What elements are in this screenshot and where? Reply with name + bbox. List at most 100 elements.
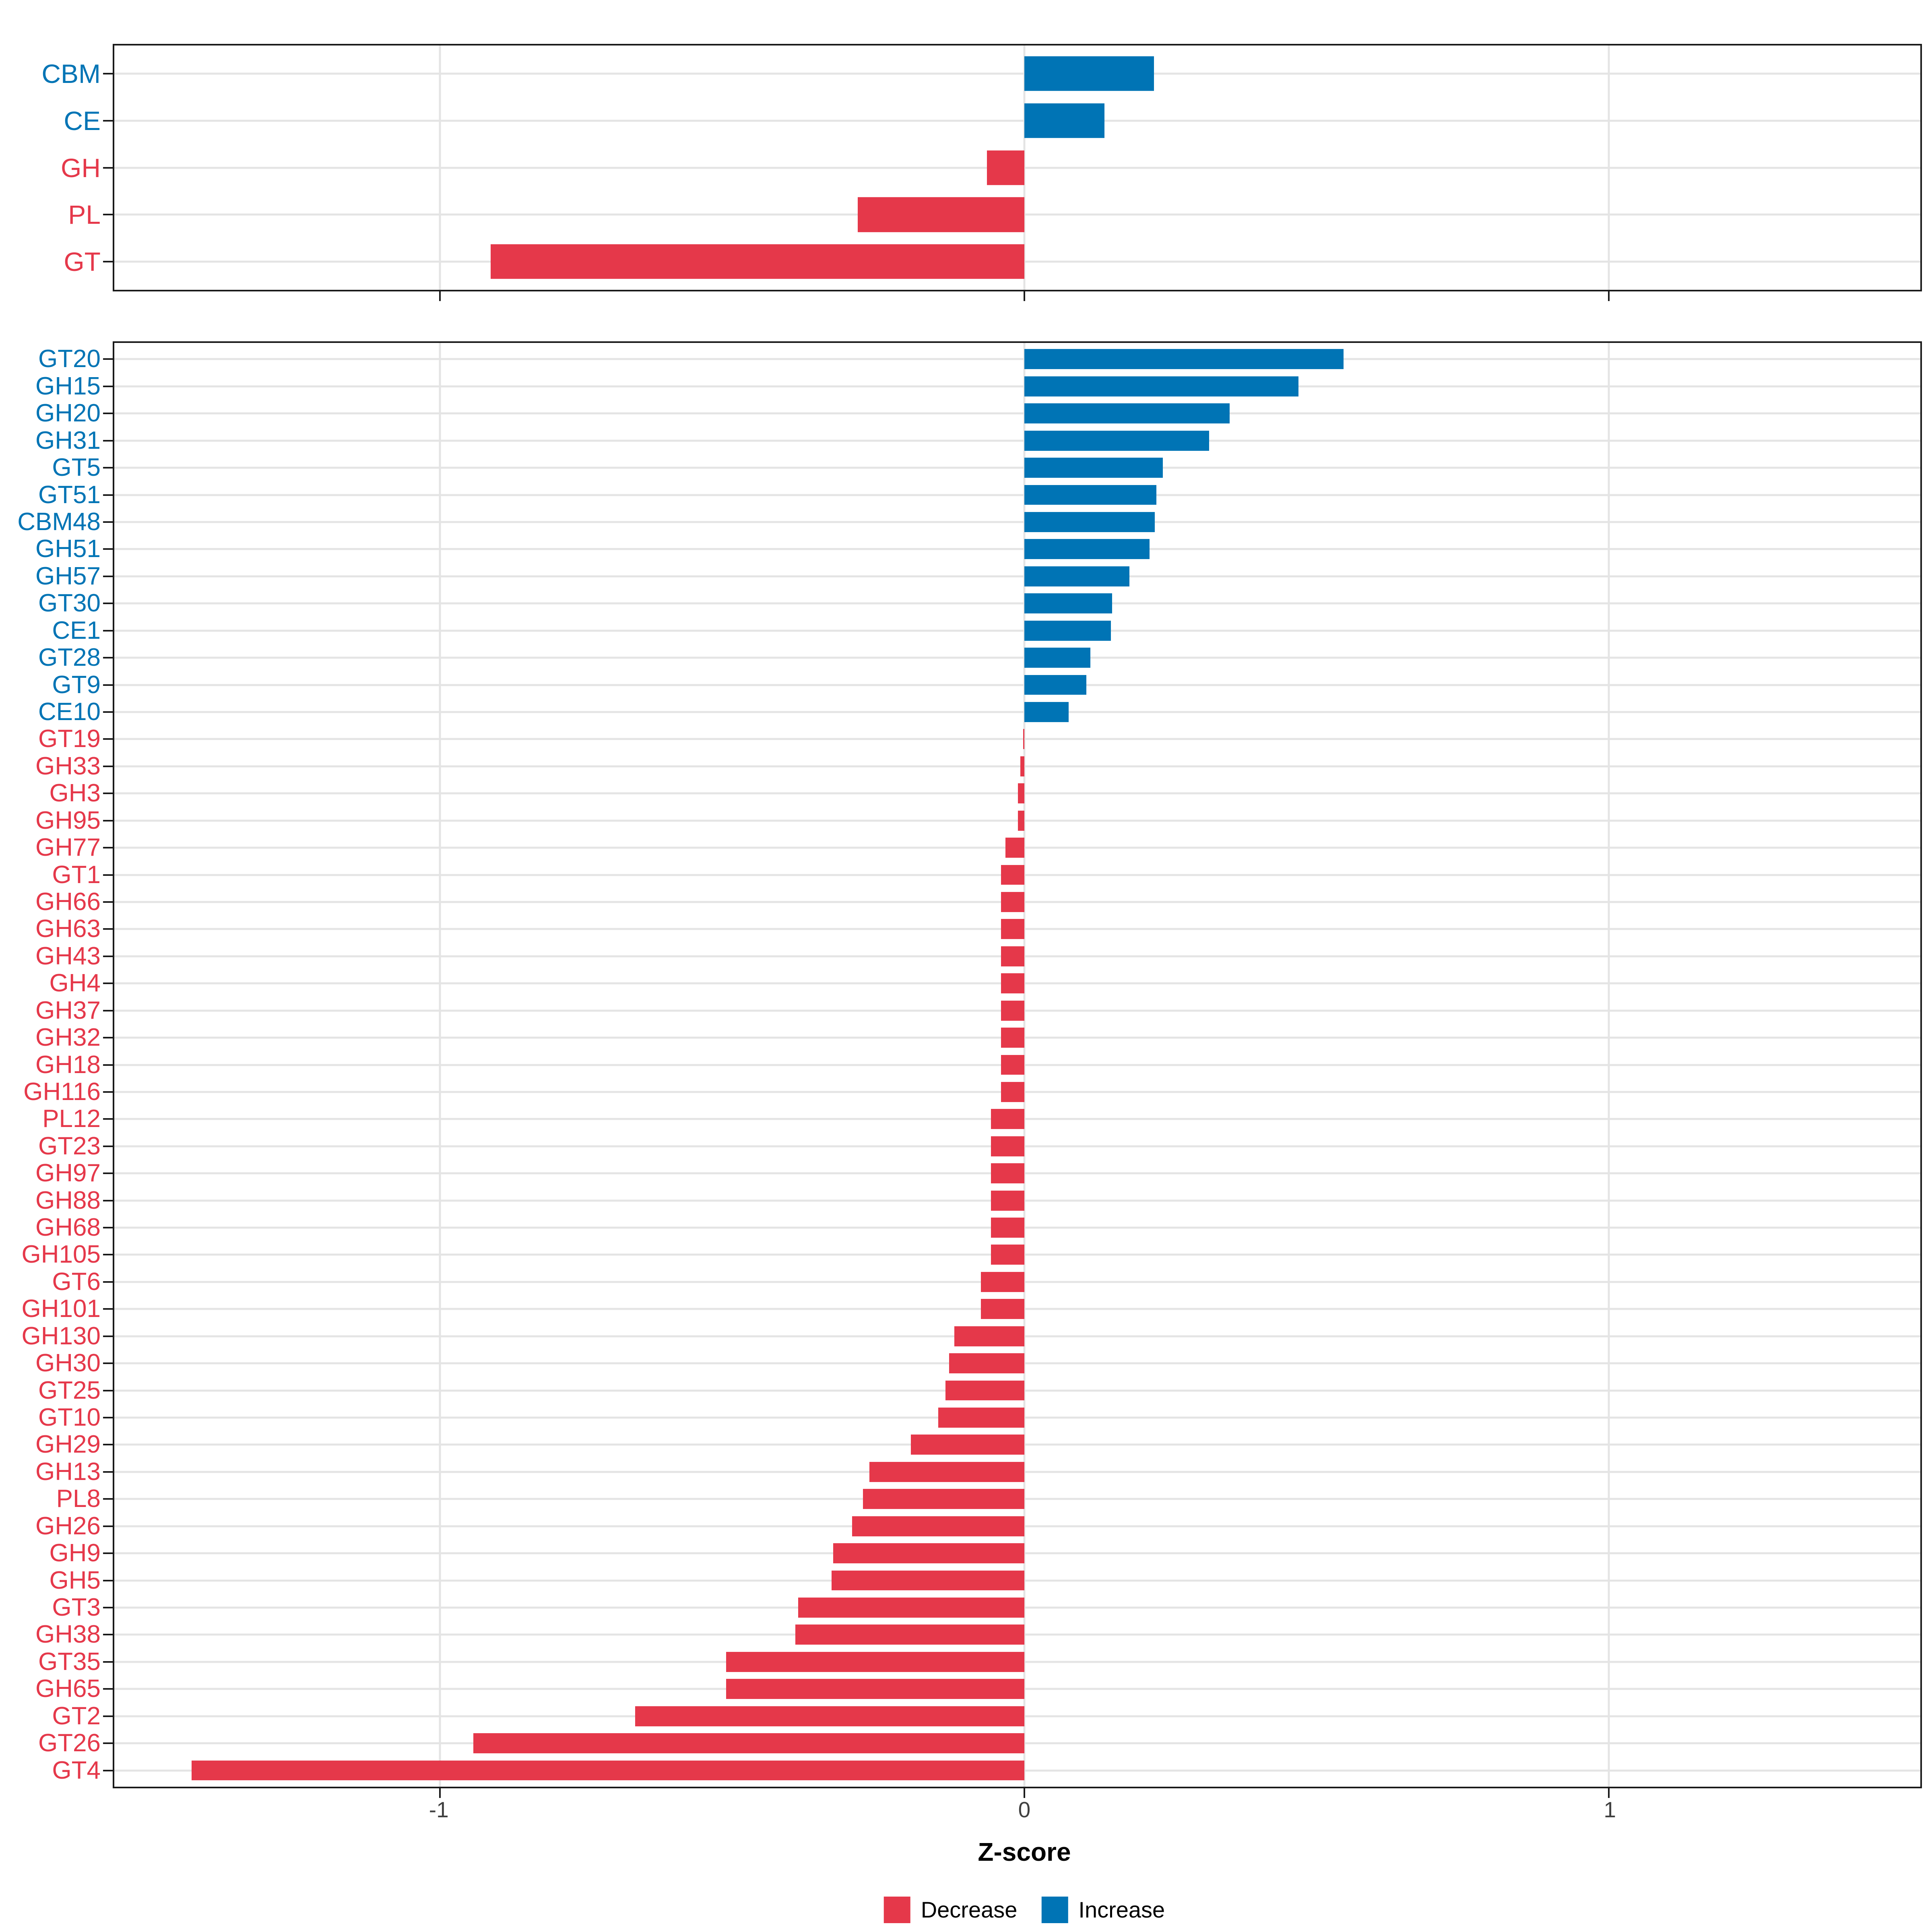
- y-axis-label-GT5: GT5: [52, 454, 101, 482]
- bar-GT23: [991, 1136, 1024, 1156]
- h-gridline: [114, 792, 1920, 795]
- y-axis-label-GH: GH: [61, 153, 101, 183]
- bar-GT9: [1024, 675, 1086, 695]
- y-axis-label-GT: GT: [64, 246, 101, 277]
- y-axis-tick: [103, 1064, 113, 1066]
- h-gridline: [114, 819, 1920, 822]
- bar-GT35: [726, 1651, 1024, 1672]
- y-axis-label-GH88: GH88: [35, 1186, 101, 1214]
- bar-GH130: [954, 1326, 1024, 1346]
- y-axis-label-GT19: GT19: [38, 725, 101, 753]
- x-axis-title: Z-score: [978, 1837, 1071, 1866]
- bar-GT2: [635, 1706, 1024, 1726]
- bar-GH95: [1018, 810, 1024, 831]
- bar-GH57: [1024, 566, 1130, 586]
- bar-PL: [858, 197, 1024, 232]
- h-gridline: [114, 72, 1920, 75]
- h-gridline: [114, 711, 1920, 713]
- bar-GH18: [1001, 1055, 1024, 1075]
- y-axis-tick: [103, 1525, 113, 1527]
- x-axis-tick-1: [1608, 1788, 1610, 1798]
- y-axis-tick: [103, 1769, 113, 1771]
- y-axis-tick: [103, 1606, 113, 1608]
- y-axis-tick: [103, 1281, 113, 1283]
- h-gridline: [114, 466, 1920, 469]
- y-axis-label-GH105: GH105: [21, 1241, 101, 1269]
- y-axis-tick: [103, 1742, 113, 1744]
- y-axis-tick: [103, 1308, 113, 1310]
- h-gridline: [114, 765, 1920, 768]
- bar-GT10: [938, 1408, 1024, 1428]
- bar-GT20: [1024, 349, 1344, 369]
- y-axis-tick: [103, 1417, 113, 1419]
- y-axis-label-GH37: GH37: [35, 996, 101, 1024]
- y-axis-label-GH116: GH116: [23, 1077, 101, 1106]
- y-axis-label-GH13: GH13: [35, 1457, 101, 1486]
- y-axis-tick: [103, 413, 113, 415]
- panel-subfamilies: GT20 GH15 GH20 GH31 GT5 GT51 CBM48 GH51 GH57 GT30…: [17, 341, 1922, 1798]
- panel-families: CBM CE GH PL GT: [41, 44, 1922, 301]
- y-axis-tick: [103, 874, 113, 876]
- y-axis-label-PL8: PL8: [56, 1485, 101, 1513]
- h-gridline: [114, 385, 1920, 388]
- y-axis-tick: [103, 494, 113, 496]
- increase-swatch-icon: [1041, 1897, 1068, 1923]
- y-axis-label-GT23: GT23: [38, 1132, 101, 1160]
- y-axis-tick: [103, 120, 113, 122]
- bar-GT51: [1024, 485, 1157, 505]
- x-axis-tick--1: [439, 291, 441, 301]
- y-axis-label-CBM48: CBM48: [17, 508, 101, 536]
- x-axis-tick-0: [1023, 291, 1025, 301]
- h-gridline: [114, 358, 1920, 360]
- y-axis-tick: [103, 1498, 113, 1500]
- y-axis-tick: [103, 1009, 113, 1011]
- bar-GH116: [1001, 1082, 1024, 1102]
- x-tick-label-0: 0: [1018, 1797, 1031, 1822]
- x-axis-tick-1: [1608, 291, 1610, 301]
- legend-label-increase: Increase: [1078, 1897, 1165, 1922]
- legend: Decrease Increase: [883, 1897, 1165, 1923]
- y-axis-label-GT2: GT2: [52, 1702, 101, 1730]
- y-axis-tick: [103, 657, 113, 659]
- y-axis-tick: [103, 1091, 113, 1093]
- h-gridline: [114, 602, 1920, 605]
- bar-GH68: [991, 1218, 1024, 1238]
- bar-GT4: [191, 1760, 1024, 1781]
- y-axis-tick: [103, 1471, 113, 1473]
- bar-GH38: [795, 1624, 1024, 1645]
- x-axis-tick--1: [439, 1788, 441, 1798]
- bar-GT6: [981, 1271, 1024, 1292]
- y-axis-label-GT6: GT6: [52, 1267, 101, 1296]
- y-axis-tick: [103, 1172, 113, 1174]
- x-axis: Z-score -1 0 1: [113, 1799, 1922, 1879]
- bar-GH29: [911, 1435, 1024, 1455]
- y-axis-label-GH31: GH31: [35, 426, 101, 454]
- y-axis-tick: [103, 73, 113, 75]
- bar-GT30: [1024, 593, 1112, 614]
- y-axis-label-GH101: GH101: [21, 1295, 101, 1323]
- bar-GH30: [949, 1353, 1024, 1374]
- y-axis-label-GH77: GH77: [35, 834, 101, 862]
- bar-GH15: [1024, 376, 1298, 396]
- y-axis-tick: [103, 711, 113, 713]
- y-axis-label-GT3: GT3: [52, 1593, 101, 1621]
- bar-CE: [1024, 103, 1104, 138]
- x-tick-label--1: -1: [429, 1797, 449, 1822]
- y-axis-label-GT20: GT20: [38, 345, 101, 373]
- legend-label-decrease: Decrease: [921, 1897, 1018, 1922]
- y-axis-tick: [103, 548, 113, 550]
- bar-GT: [491, 244, 1024, 279]
- h-gridline: [114, 494, 1920, 496]
- h-gridline: [114, 120, 1920, 122]
- bar-CBM48: [1024, 512, 1155, 532]
- y-axis-label-CE1: CE1: [52, 616, 101, 644]
- y-axis-label-CE: CE: [64, 105, 101, 136]
- y-axis-tick: [103, 1335, 113, 1337]
- y-axis-tick: [103, 847, 113, 849]
- h-gridline: [114, 684, 1920, 686]
- y-axis-tick: [103, 1254, 113, 1256]
- y-axis-tick: [103, 928, 113, 930]
- y-axis-tick: [103, 1362, 113, 1364]
- h-gridline: [114, 738, 1920, 740]
